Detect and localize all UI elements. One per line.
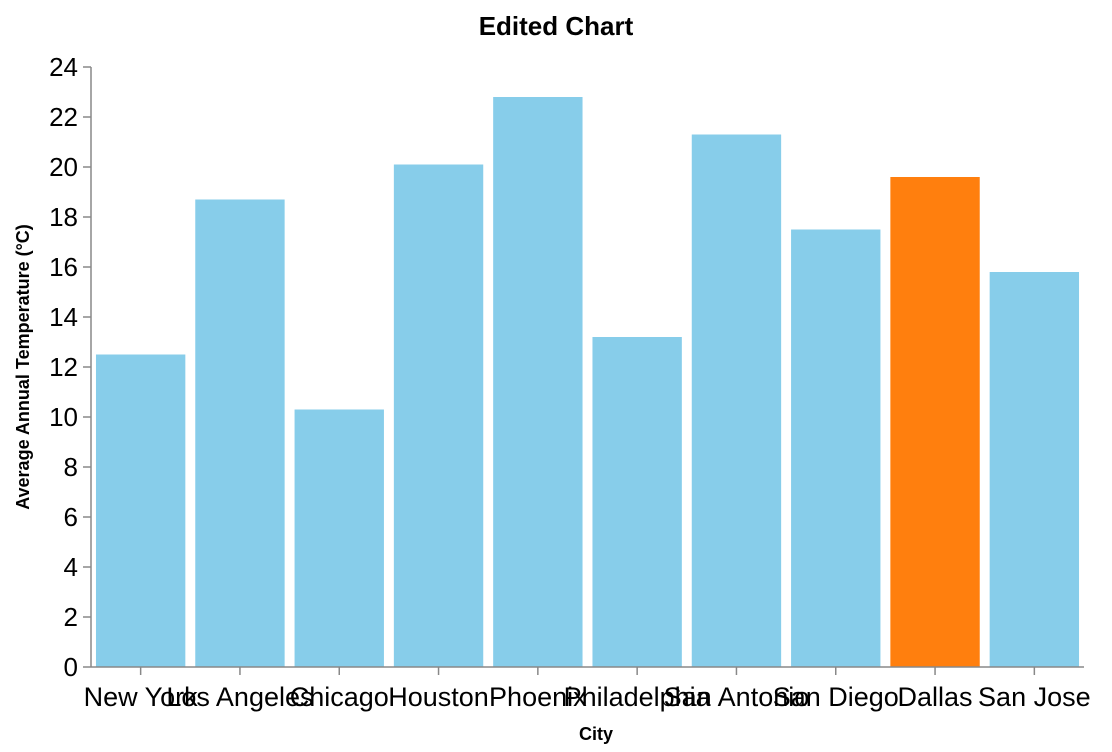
bar-san-antonio [691, 134, 782, 667]
bar-san-jose [989, 272, 1080, 667]
bar-chicago [294, 409, 384, 667]
y-tick-label: 8 [64, 452, 78, 482]
x-tick-label: Chicago [290, 682, 389, 712]
chart-title: Edited Chart [479, 11, 634, 41]
y-axis-title: Average Annual Temperature (°C) [13, 224, 33, 510]
x-tick-label: Phoenix [489, 682, 587, 712]
y-tick-label: 4 [64, 552, 78, 582]
x-tick-label: San Diego [773, 682, 899, 712]
x-tick-label: New York [84, 682, 199, 712]
bar-phoenix [493, 97, 583, 667]
x-tick-label: Los Angeles [166, 682, 313, 712]
bar-dallas [890, 177, 980, 667]
x-tick-label: Philadelphia [564, 682, 712, 712]
y-tick-label: 22 [49, 102, 78, 132]
bar-houston [393, 164, 484, 667]
y-tick-label: 14 [49, 302, 78, 332]
bar-san-diego [791, 229, 881, 667]
y-tick-label: 12 [49, 352, 78, 382]
y-tick-label: 18 [49, 202, 78, 232]
y-tick-label: 0 [64, 652, 78, 682]
y-tick-label: 20 [49, 152, 78, 182]
x-axis-title: City [579, 724, 613, 744]
x-tick-label: San Antonio [664, 682, 810, 712]
y-tick-label: 2 [64, 602, 78, 632]
x-tick-label: Houston [388, 682, 489, 712]
y-tick-label: 24 [49, 52, 78, 82]
x-tick-label: San Jose [978, 682, 1091, 712]
y-tick-label: 6 [64, 502, 78, 532]
bar-philadelphia [592, 337, 682, 667]
bar-new-york [95, 354, 186, 667]
bar-los-angeles [195, 199, 285, 667]
x-tick-label: Dallas [898, 682, 973, 712]
y-tick-label: 10 [49, 402, 78, 432]
y-tick-label: 16 [49, 252, 78, 282]
bars-group [95, 97, 1080, 667]
